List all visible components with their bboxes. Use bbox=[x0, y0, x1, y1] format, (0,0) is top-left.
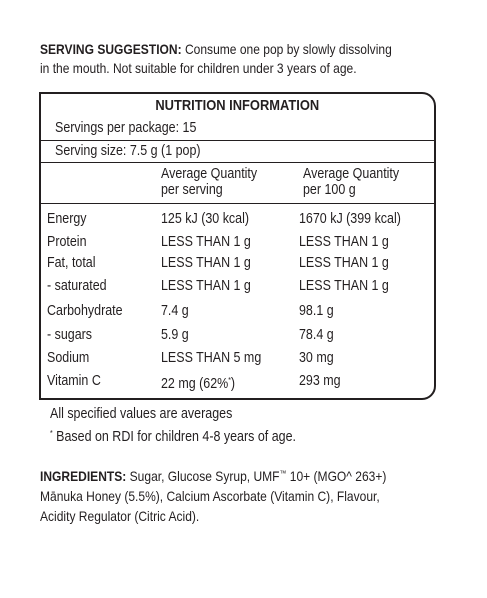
nutrient-row: Energy 125 kJ (30 kcal) 1670 kJ (399 kca… bbox=[41, 208, 434, 230]
servings-per-package-text: Servings per package: 15 bbox=[55, 120, 197, 136]
nutrient-row: - saturated LESS THAN 1 g LESS THAN 1 g bbox=[41, 275, 434, 297]
nutrient-per-serving: LESS THAN 5 mg bbox=[161, 350, 262, 366]
serving-line-1: SERVING SUGGESTION: Consume one pop by s… bbox=[40, 40, 392, 59]
nutrient-per-serving: 5.9 g bbox=[161, 327, 189, 343]
nutrient-per-100g: 98.1 g bbox=[299, 303, 334, 319]
nutrient-per-100g: LESS THAN 1 g bbox=[299, 255, 389, 271]
serving-size: Serving size: 7.5 g (1 pop) bbox=[55, 142, 224, 160]
footnote-asterisk: * bbox=[50, 429, 53, 438]
divider-line bbox=[41, 162, 434, 163]
nutrient-name: Energy bbox=[47, 211, 87, 227]
nutrient-name: Protein bbox=[47, 234, 87, 250]
ingredients-line-3: Acidity Regulator (Citric Acid). bbox=[40, 508, 200, 524]
ingredients-line-2: Mānuka Honey (5.5%), Calcium Ascorbate (… bbox=[40, 488, 380, 504]
footnote-rdi: * Based on RDI for children 4-8 years of… bbox=[50, 424, 296, 447]
ingredients: INGREDIENTS: Sugar, Glucose Syrup, UMF™ … bbox=[40, 464, 460, 526]
footnote-rdi-text: Based on RDI for children 4-8 years of a… bbox=[56, 429, 296, 445]
nutrient-per-100g: 293 mg bbox=[299, 373, 341, 389]
column-header-line-2: per 100 g bbox=[303, 182, 356, 198]
ingredients-text-2: 10+ (MGO^ 263+) bbox=[289, 468, 387, 484]
column-header-line-1: Average Quantity bbox=[161, 166, 258, 182]
divider-line bbox=[41, 203, 434, 204]
nutrient-row: Carbohydrate 7.4 g 98.1 g bbox=[41, 300, 434, 322]
nutrient-name: - saturated bbox=[47, 278, 107, 294]
ingredients-line-1: INGREDIENTS: Sugar, Glucose Syrup, UMF™ … bbox=[40, 464, 386, 486]
nutrient-per-serving: LESS THAN 1 g bbox=[161, 278, 251, 294]
nutrient-row: Vitamin C 22 mg (62%*) 293 mg bbox=[41, 370, 434, 392]
nutrient-per-serving: 7.4 g bbox=[161, 303, 189, 319]
nutrient-per-100g: LESS THAN 1 g bbox=[299, 278, 389, 294]
nutrient-per-100g: 1670 kJ (399 kcal) bbox=[299, 211, 401, 227]
nutrient-row: - sugars 5.9 g 78.4 g bbox=[41, 324, 434, 346]
footnote-averages: All specified values are averages bbox=[50, 406, 233, 422]
nutrition-title: NUTRITION INFORMATION bbox=[41, 96, 434, 116]
nutrient-name: Sodium bbox=[47, 350, 90, 366]
vitamin-c-value: 22 mg (62% bbox=[161, 376, 229, 392]
nutrient-per-100g: LESS THAN 1 g bbox=[299, 234, 389, 250]
nutrient-per-100g: 78.4 g bbox=[299, 327, 334, 343]
rdi-asterisk: * bbox=[228, 376, 231, 385]
column-header-line-2: per serving bbox=[161, 182, 223, 198]
serving-suggestion-text-2: in the mouth. Not suitable for children … bbox=[40, 60, 357, 76]
nutrition-information-panel: NUTRITION INFORMATION Servings per packa… bbox=[39, 92, 436, 400]
nutrient-name: Vitamin C bbox=[47, 373, 101, 389]
ingredients-label: INGREDIENTS: bbox=[40, 468, 127, 484]
nutrient-row: Sodium LESS THAN 5 mg 30 mg bbox=[41, 347, 434, 369]
footnotes: All specified values are averages * Base… bbox=[50, 404, 336, 447]
nutrient-per-serving: LESS THAN 1 g bbox=[161, 255, 251, 271]
column-header-per-serving: Average Quantity per serving bbox=[161, 166, 273, 198]
nutrient-name: - sugars bbox=[47, 327, 93, 343]
serving-size-text: Serving size: 7.5 g (1 pop) bbox=[55, 143, 201, 159]
nutrient-name: Carbohydrate bbox=[47, 303, 123, 319]
column-header-per-100g: Average Quantity per 100 g bbox=[303, 166, 415, 198]
servings-per-package: Servings per package: 15 bbox=[55, 119, 219, 137]
ingredients-text-1: Sugar, Glucose Syrup, UMF bbox=[129, 468, 280, 484]
closing-paren: ) bbox=[230, 376, 236, 392]
nutrient-per-serving: 125 kJ (30 kcal) bbox=[161, 211, 250, 227]
nutrition-title-text: NUTRITION INFORMATION bbox=[155, 97, 320, 114]
nutrient-per-serving: 22 mg (62%*) bbox=[161, 370, 235, 395]
serving-suggestion-text-1: Consume one pop by slowly dissolving bbox=[184, 41, 392, 57]
serving-suggestion-label: SERVING SUGGESTION: bbox=[40, 41, 182, 57]
trademark-mark: ™ bbox=[279, 469, 287, 478]
nutrient-per-serving: LESS THAN 1 g bbox=[161, 234, 251, 250]
nutrient-row: Fat, total LESS THAN 1 g LESS THAN 1 g bbox=[41, 252, 434, 274]
serving-suggestion: SERVING SUGGESTION: Consume one pop by s… bbox=[40, 40, 460, 78]
divider-line bbox=[41, 140, 434, 141]
nutrient-per-100g: 30 mg bbox=[299, 350, 334, 366]
nutrient-row: Protein LESS THAN 1 g LESS THAN 1 g bbox=[41, 231, 434, 253]
nutrient-name: Fat, total bbox=[47, 255, 96, 271]
column-header-line-1: Average Quantity bbox=[303, 166, 400, 182]
